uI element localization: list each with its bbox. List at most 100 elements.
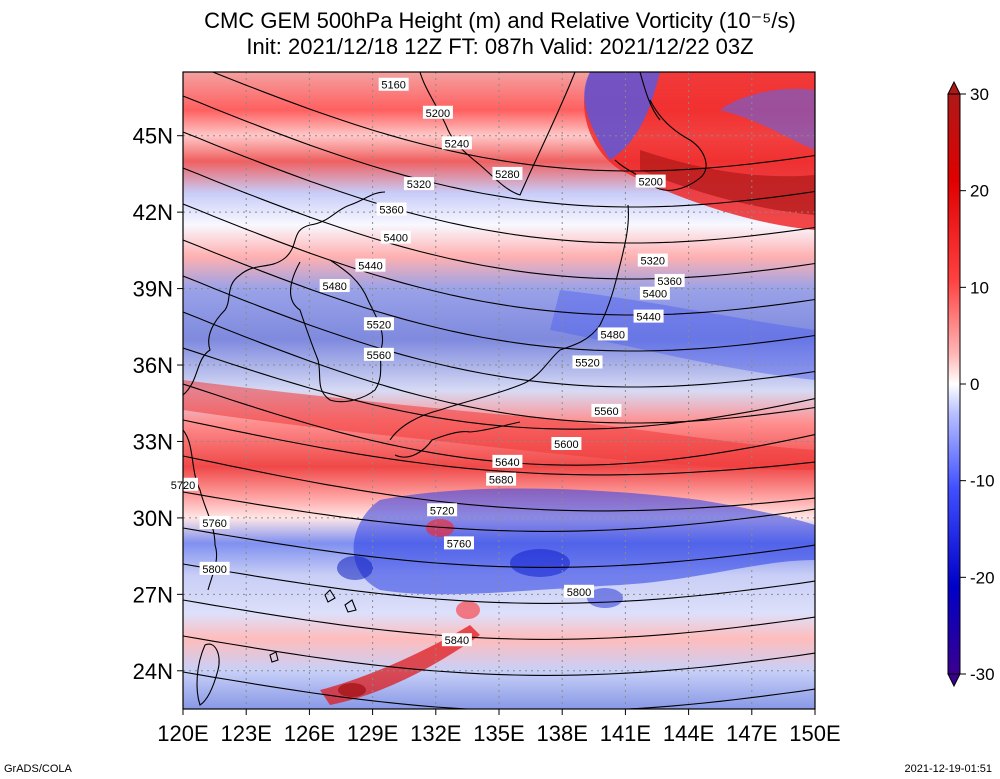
chart-title: CMC GEM 500hPa Height (m) and Relative V… xyxy=(204,8,796,33)
lat-tick-label: 27N xyxy=(133,582,173,607)
height-contour xyxy=(183,95,815,208)
contour-label: 5520 xyxy=(575,357,599,369)
colorbar-scale xyxy=(947,93,961,675)
height-contour xyxy=(183,455,815,512)
height-contour xyxy=(183,419,815,476)
contour-label-bg xyxy=(492,166,523,180)
contour-label-bg xyxy=(376,202,407,216)
contour-label: 5320 xyxy=(641,256,665,268)
contour-label-bg xyxy=(572,355,603,369)
contour-label: 5200 xyxy=(426,108,450,120)
footer-timestamp: 2021-12-19-01:51 xyxy=(904,763,992,775)
contour-label: 5360 xyxy=(657,276,681,288)
lon-tick-label: 144E xyxy=(663,721,714,746)
lon-tick-label: 147E xyxy=(726,721,777,746)
contour-label: 5600 xyxy=(554,439,578,451)
height-contour xyxy=(183,671,815,709)
contour-label-bg xyxy=(427,503,458,517)
contour-label-bg xyxy=(492,454,523,468)
colorbar-tick-label: 20 xyxy=(970,182,989,201)
contour-label: 5760 xyxy=(447,538,471,550)
contour-label-bg xyxy=(637,253,668,267)
contour-label-bg xyxy=(199,561,230,575)
lon-tick-label: 123E xyxy=(221,721,272,746)
contour-label: 5760 xyxy=(202,518,226,530)
height-contour xyxy=(183,239,815,352)
height-contour xyxy=(183,491,815,532)
lat-tick-label: 36N xyxy=(133,353,173,378)
lon-tick-label: 126E xyxy=(284,721,335,746)
contour-label: 5240 xyxy=(445,138,469,150)
contour-label: 5560 xyxy=(367,350,391,362)
height-contour xyxy=(183,635,815,676)
lat-tick-label: 33N xyxy=(133,429,173,454)
contour-label-bg xyxy=(355,258,386,272)
lon-tick-label: 132E xyxy=(410,721,461,746)
height-contour xyxy=(183,347,815,430)
height-contour xyxy=(183,527,815,568)
lon-tick-label: 129E xyxy=(347,721,398,746)
contour-label-bg xyxy=(564,584,595,598)
contour-label: 5640 xyxy=(495,457,519,469)
contour-label-bg xyxy=(441,136,472,150)
contour-label-bg xyxy=(635,174,666,188)
height-contour xyxy=(211,72,815,172)
contour-label-bg xyxy=(486,472,517,486)
contour-label: 5320 xyxy=(407,179,431,191)
lat-tick-label: 45N xyxy=(133,124,173,149)
contour-label: 5360 xyxy=(379,205,403,217)
colorbar-tick-label: -20 xyxy=(970,568,995,587)
contour-label-bg xyxy=(422,105,453,119)
colorbar-tick-label: -10 xyxy=(970,472,995,491)
contour-label: 5280 xyxy=(495,169,519,181)
contour-label: 5400 xyxy=(643,289,667,301)
contour-label-bg xyxy=(597,327,628,341)
height-contour xyxy=(183,275,815,388)
contour-label: 5160 xyxy=(381,80,405,92)
lat-tick-label: 39N xyxy=(133,277,173,302)
axes: 120E 123E 126E 129E 132E 135E 138E 141E 144E 147E… xyxy=(133,124,841,746)
contour-label-bg xyxy=(363,347,394,361)
colorbar-tick-label: 0 xyxy=(970,375,979,394)
contour-label-bg xyxy=(380,230,411,244)
grid xyxy=(183,72,815,709)
colorbar-tick-label: -30 xyxy=(970,665,995,684)
contour-label: 5720 xyxy=(430,505,454,517)
contour-label: 5840 xyxy=(445,635,469,647)
contour-label-bg xyxy=(378,77,409,91)
height-contour xyxy=(183,203,815,316)
contour-label: 5800 xyxy=(202,564,226,576)
colorbar-tick-label: 10 xyxy=(970,278,989,297)
contour-label-bg xyxy=(363,317,394,331)
height-contour xyxy=(183,167,815,280)
contour-label: 5480 xyxy=(322,281,346,293)
contour-label: 5480 xyxy=(601,329,625,341)
colorbar: 30 20 10 0 -10 -20 -30 xyxy=(947,80,995,688)
contour-label-bg xyxy=(199,515,230,529)
contour-label: 5400 xyxy=(384,233,408,245)
contour-label: 5440 xyxy=(358,261,382,273)
lat-tick-label: 30N xyxy=(133,506,173,531)
height-contour xyxy=(183,131,815,244)
height-contours xyxy=(183,72,815,709)
lon-tick-label: 150E xyxy=(789,721,840,746)
contour-label-bg xyxy=(551,437,582,451)
vorticity-field xyxy=(183,72,815,709)
contour-label-bg xyxy=(319,279,350,293)
contour-label: 5680 xyxy=(489,475,513,487)
contour-label: 5560 xyxy=(594,406,618,418)
lon-tick-label: 141E xyxy=(600,721,651,746)
contour-label-bg xyxy=(639,286,670,300)
contour-label-bg xyxy=(591,403,622,417)
contour-label-bg xyxy=(443,536,474,550)
lon-tick-label: 138E xyxy=(537,721,588,746)
contour-label-bg xyxy=(403,177,434,191)
contour-labels: 5160520052405280532053605400544054805520… xyxy=(168,77,685,647)
contour-label: 5800 xyxy=(567,587,591,599)
contour-label-bg xyxy=(654,273,685,287)
height-contour xyxy=(183,563,815,604)
lat-tick-label: 42N xyxy=(133,200,173,225)
lat-tick-label: 24N xyxy=(133,659,173,684)
contour-label: 5200 xyxy=(638,177,662,189)
